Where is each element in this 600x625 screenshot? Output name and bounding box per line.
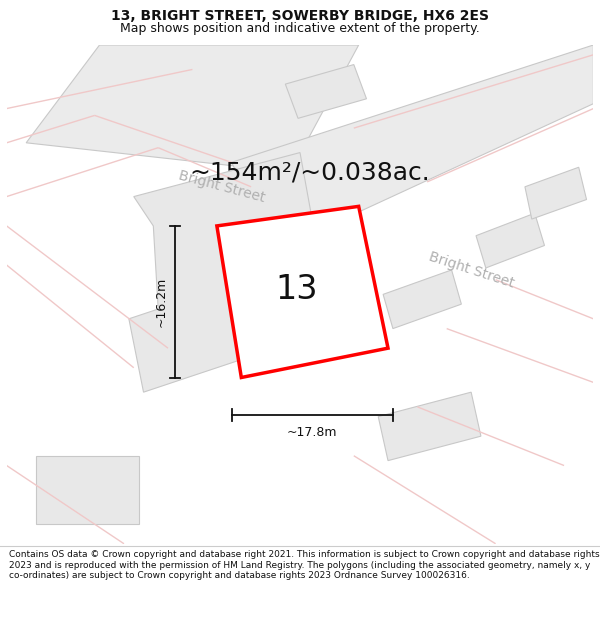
Polygon shape xyxy=(217,206,388,378)
Polygon shape xyxy=(476,213,544,268)
Polygon shape xyxy=(26,45,359,172)
Polygon shape xyxy=(525,168,587,219)
Text: ~154m²/~0.038ac.: ~154m²/~0.038ac. xyxy=(190,160,430,184)
Text: 13, BRIGHT STREET, SOWERBY BRIDGE, HX6 2ES: 13, BRIGHT STREET, SOWERBY BRIDGE, HX6 2… xyxy=(111,9,489,23)
Polygon shape xyxy=(378,392,481,461)
Polygon shape xyxy=(286,64,367,118)
Polygon shape xyxy=(383,270,461,329)
Polygon shape xyxy=(232,45,593,251)
Text: Bright Street: Bright Street xyxy=(427,249,515,291)
Text: Map shows position and indicative extent of the property.: Map shows position and indicative extent… xyxy=(120,22,480,35)
Text: 13: 13 xyxy=(275,273,317,306)
Polygon shape xyxy=(129,152,320,392)
Text: ~16.2m: ~16.2m xyxy=(155,277,167,327)
Text: ~17.8m: ~17.8m xyxy=(287,426,337,439)
Text: Contains OS data © Crown copyright and database right 2021. This information is : Contains OS data © Crown copyright and d… xyxy=(9,550,599,580)
Polygon shape xyxy=(36,456,139,524)
Text: Bright Street: Bright Street xyxy=(177,169,266,205)
